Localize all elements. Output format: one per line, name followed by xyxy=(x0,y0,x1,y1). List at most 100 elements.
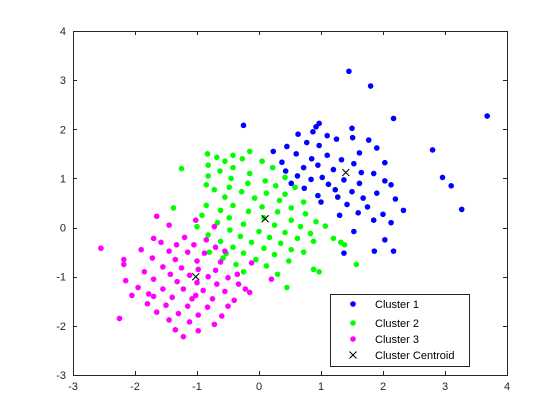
data-point xyxy=(239,155,246,162)
data-point xyxy=(276,197,283,204)
data-point xyxy=(458,206,465,213)
series-cluster-centroid xyxy=(191,168,350,281)
data-point xyxy=(271,251,278,258)
data-point xyxy=(135,284,141,291)
data-point xyxy=(212,244,219,251)
data-point xyxy=(282,168,289,174)
data-point xyxy=(274,271,281,278)
data-point xyxy=(484,113,490,119)
data-point xyxy=(344,201,350,208)
data-point xyxy=(214,281,220,287)
data-point xyxy=(226,184,233,191)
data-point xyxy=(300,249,307,255)
legend-entry-cluster-2: Cluster 2 xyxy=(350,318,419,330)
data-point xyxy=(116,315,123,322)
data-point xyxy=(160,264,166,270)
data-point xyxy=(189,296,195,302)
data-point xyxy=(246,289,253,296)
data-point xyxy=(231,297,237,304)
data-point xyxy=(269,164,276,171)
data-point xyxy=(214,219,221,226)
data-point xyxy=(313,124,319,130)
data-point xyxy=(240,250,247,256)
data-point xyxy=(222,248,228,254)
data-point xyxy=(195,327,202,334)
data-points xyxy=(98,68,490,340)
y-tick-label: 1 xyxy=(60,173,66,185)
data-point xyxy=(246,170,253,177)
data-point xyxy=(365,137,372,143)
data-point xyxy=(358,169,365,176)
data-point xyxy=(211,223,218,230)
centroid-marker xyxy=(191,272,200,281)
data-point xyxy=(150,276,157,282)
data-point xyxy=(121,261,127,268)
legend-entry-cluster-3: Cluster 3 xyxy=(350,334,419,346)
y-tick-label: -1 xyxy=(56,272,66,284)
data-point xyxy=(308,155,315,162)
data-point xyxy=(316,269,322,275)
data-point xyxy=(288,180,295,187)
data-point xyxy=(240,269,247,275)
data-point xyxy=(429,147,436,153)
legend-label-cluster-3: Cluster 3 xyxy=(375,334,419,346)
data-point xyxy=(174,278,180,285)
x-tick-label: 4 xyxy=(504,381,510,393)
data-point xyxy=(310,238,317,245)
data-point xyxy=(233,261,239,268)
data-point xyxy=(374,190,380,196)
data-point xyxy=(272,183,279,189)
data-point xyxy=(271,222,278,228)
data-point xyxy=(282,191,288,197)
data-point xyxy=(310,128,316,135)
data-point xyxy=(235,281,242,287)
data-point xyxy=(349,125,355,132)
data-point xyxy=(353,261,360,268)
data-point xyxy=(194,279,200,286)
x-axis: -3 -2 -1 0 1 2 3 4 xyxy=(68,31,510,393)
data-point xyxy=(285,258,292,264)
data-point xyxy=(153,309,160,315)
data-point xyxy=(392,196,399,202)
data-point xyxy=(225,274,231,281)
data-point xyxy=(180,286,187,292)
data-point xyxy=(268,276,275,282)
x-tick-label: 2 xyxy=(380,381,386,393)
legend-marker-cluster-1 xyxy=(350,301,356,307)
data-point xyxy=(138,246,144,253)
data-point xyxy=(400,207,407,214)
data-point xyxy=(192,292,199,299)
data-point xyxy=(374,145,380,151)
data-point xyxy=(295,131,301,137)
legend: Cluster 1 Cluster 2 Cluster 3 Cluster Ce… xyxy=(330,294,470,367)
data-point xyxy=(205,173,211,179)
data-point xyxy=(150,293,157,300)
data-point xyxy=(382,159,388,166)
data-point xyxy=(227,227,233,233)
data-point xyxy=(150,235,157,242)
legend-label-centroid: Cluster Centroid xyxy=(375,350,454,362)
data-point xyxy=(371,248,378,254)
data-point xyxy=(300,199,307,205)
data-point xyxy=(245,180,251,187)
data-point xyxy=(194,223,200,230)
data-point xyxy=(166,248,172,254)
data-point xyxy=(288,217,295,223)
legend-entry-centroid: Cluster Centroid xyxy=(349,350,454,362)
data-point xyxy=(253,256,259,263)
y-tick-label: 4 xyxy=(60,26,66,38)
data-point xyxy=(319,174,326,181)
legend-marker-centroid-x-icon xyxy=(349,351,357,359)
data-point xyxy=(175,310,182,317)
data-point xyxy=(284,284,290,291)
data-point xyxy=(356,150,363,156)
data-point xyxy=(294,235,301,242)
data-point xyxy=(270,148,277,155)
data-point xyxy=(251,195,258,201)
data-point xyxy=(166,222,172,228)
data-point xyxy=(388,182,394,188)
x-tick-label: -3 xyxy=(68,381,78,393)
axes-box xyxy=(73,31,508,376)
data-point xyxy=(203,182,210,188)
data-point xyxy=(245,208,252,215)
